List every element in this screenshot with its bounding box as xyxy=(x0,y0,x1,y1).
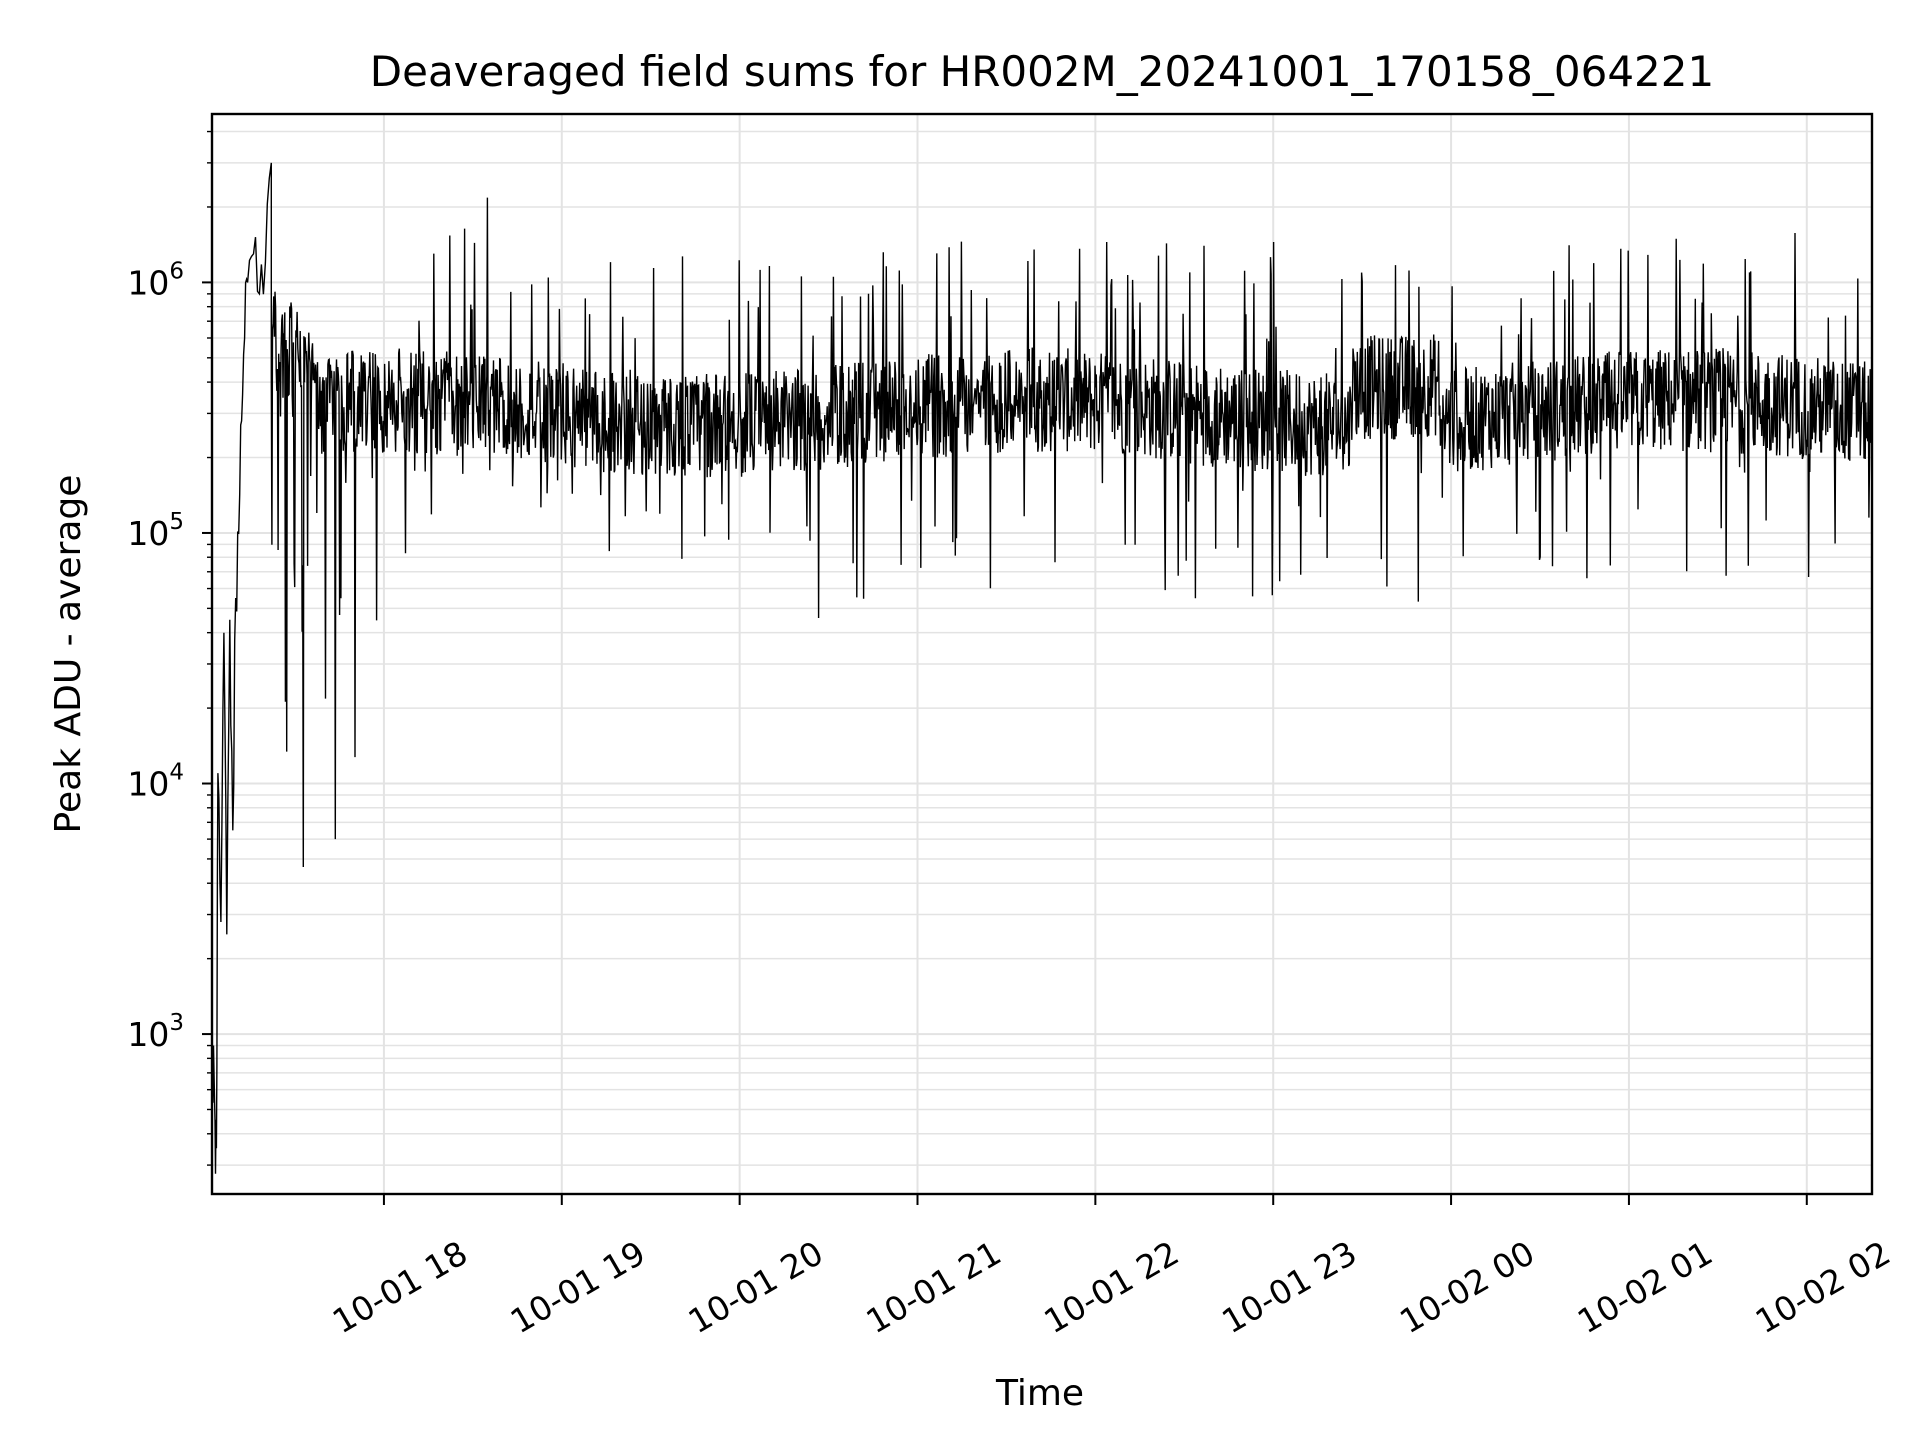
data-point xyxy=(339,488,340,489)
data-point xyxy=(226,934,227,935)
plot-area xyxy=(212,162,1872,1174)
data-point xyxy=(312,413,313,414)
y-tick-label-exponent: 5 xyxy=(169,509,184,535)
data-point xyxy=(306,382,307,383)
data-point xyxy=(591,382,592,383)
y-tick-label: 106 xyxy=(127,258,184,302)
data-point xyxy=(1465,413,1466,414)
data-point xyxy=(223,632,224,633)
data-point xyxy=(1104,231,1105,232)
data-point xyxy=(1540,433,1541,434)
data-point xyxy=(241,420,242,421)
data-point xyxy=(235,598,236,599)
data-point xyxy=(428,382,429,383)
data-point xyxy=(1658,396,1659,397)
data-point xyxy=(300,357,301,358)
data-point xyxy=(283,357,284,358)
data-point xyxy=(710,413,711,414)
data-point xyxy=(1614,382,1615,383)
y-tick-label-base: 10 xyxy=(127,263,169,302)
chart-title: Deaveraged field sums for HR002M_2024100… xyxy=(370,47,1714,96)
data-point xyxy=(265,262,266,263)
x-axis-label: Time xyxy=(995,1373,1084,1414)
data-point xyxy=(1406,382,1407,383)
data-point xyxy=(271,162,272,163)
y-axis-label: Peak ADU - average xyxy=(48,475,89,834)
data-point xyxy=(354,396,355,397)
data-point xyxy=(1717,588,1718,589)
y-tick-label-exponent: 3 xyxy=(169,1010,184,1036)
series-line-peak-adu xyxy=(212,162,1872,1174)
data-point xyxy=(547,598,548,599)
data-point xyxy=(1362,588,1363,589)
data-point xyxy=(917,382,918,383)
data-point xyxy=(1836,396,1837,397)
data-point xyxy=(398,396,399,397)
y-tick-label-exponent: 4 xyxy=(169,760,184,786)
data-point xyxy=(1036,413,1037,414)
data-point xyxy=(232,830,233,831)
data-point xyxy=(217,773,218,774)
grid-lines xyxy=(212,114,1872,1194)
data-point xyxy=(215,1121,216,1122)
plot-frame xyxy=(210,112,1874,1196)
data-point xyxy=(216,1148,217,1149)
data-point xyxy=(244,338,245,339)
data-point xyxy=(472,413,473,414)
data-point xyxy=(277,321,278,322)
data-point xyxy=(754,433,755,434)
y-tick-label: 105 xyxy=(127,509,184,553)
data-point xyxy=(280,201,281,202)
data-point xyxy=(873,647,874,648)
data-point xyxy=(1777,413,1778,414)
data-point xyxy=(229,619,230,620)
data-point xyxy=(976,433,977,434)
data-point xyxy=(324,433,325,434)
data-point xyxy=(247,282,248,283)
data-point xyxy=(665,557,666,558)
data-point xyxy=(259,293,260,294)
y-tick-label-base: 10 xyxy=(127,514,169,553)
y-tick-label-exponent: 6 xyxy=(169,258,184,284)
data-point xyxy=(1154,396,1155,397)
data-point xyxy=(369,413,370,414)
y-tick-label-base: 10 xyxy=(127,765,169,804)
y-tick-label: 104 xyxy=(127,760,184,804)
data-point xyxy=(635,396,636,397)
data-point xyxy=(253,253,254,254)
data-point xyxy=(1288,413,1289,414)
y-tick-label-base: 10 xyxy=(127,1015,169,1054)
data-point xyxy=(813,396,814,397)
data-point xyxy=(295,338,296,339)
data-point xyxy=(289,396,290,397)
data-point xyxy=(220,922,221,923)
data-point xyxy=(1228,433,1229,434)
data-point xyxy=(502,369,503,370)
data-point xyxy=(378,579,379,580)
y-tick-label: 103 xyxy=(127,1010,184,1054)
data-point xyxy=(238,533,239,534)
